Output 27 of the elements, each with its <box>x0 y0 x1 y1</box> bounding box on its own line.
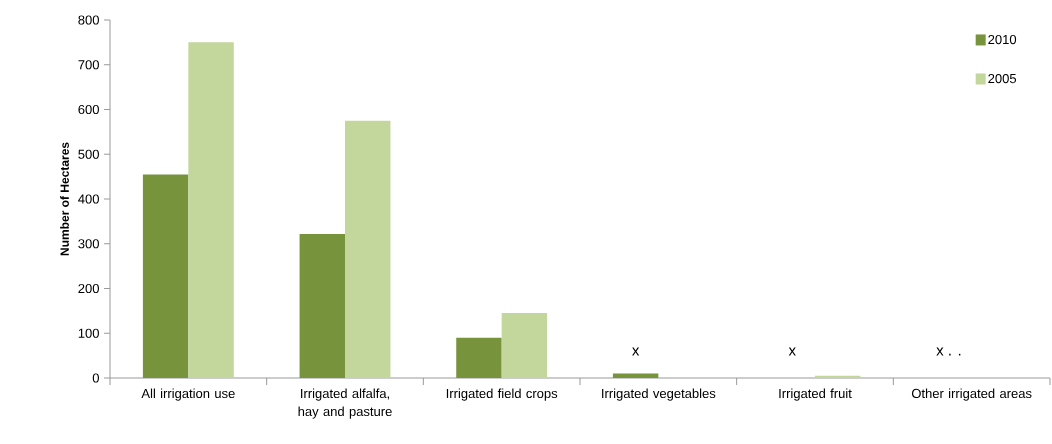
annotation: x . . <box>936 347 961 356</box>
y-tick-label: 300 <box>78 239 99 249</box>
bar <box>456 337 502 378</box>
bar <box>299 233 346 378</box>
bar <box>142 174 189 378</box>
x-tick-label: All irrigation use <box>141 388 235 401</box>
y-tick-label: 500 <box>78 149 99 159</box>
bar <box>501 313 548 378</box>
y-tick-label: 0 <box>92 373 99 383</box>
y-tick-label: 200 <box>78 283 99 294</box>
bar <box>345 120 391 378</box>
x-tick-label: Irrigated alfalfa, hay and pasture <box>298 388 392 419</box>
annotation: x <box>632 347 640 356</box>
y-tick-label: 400 <box>78 194 99 204</box>
y-tick-label: 100 <box>78 328 99 338</box>
bar <box>188 42 234 378</box>
y-tick-label: 700 <box>78 60 99 70</box>
x-tick-label: Other irrigated areas <box>911 388 1032 401</box>
legend-label: 2010 <box>988 34 1017 45</box>
annotation: x <box>788 347 796 356</box>
y-tick-label: 800 <box>78 15 99 25</box>
x-tick-label: Irrigated fruit <box>779 388 852 401</box>
x-tick-label: Irrigated vegetables <box>602 388 716 401</box>
y-axis-title: Number of Hectares <box>60 142 69 256</box>
y-tick-label: 600 <box>78 104 99 115</box>
legend-label: 2005 <box>988 73 1017 84</box>
x-tick-label: Irrigated field crops <box>446 388 558 401</box>
